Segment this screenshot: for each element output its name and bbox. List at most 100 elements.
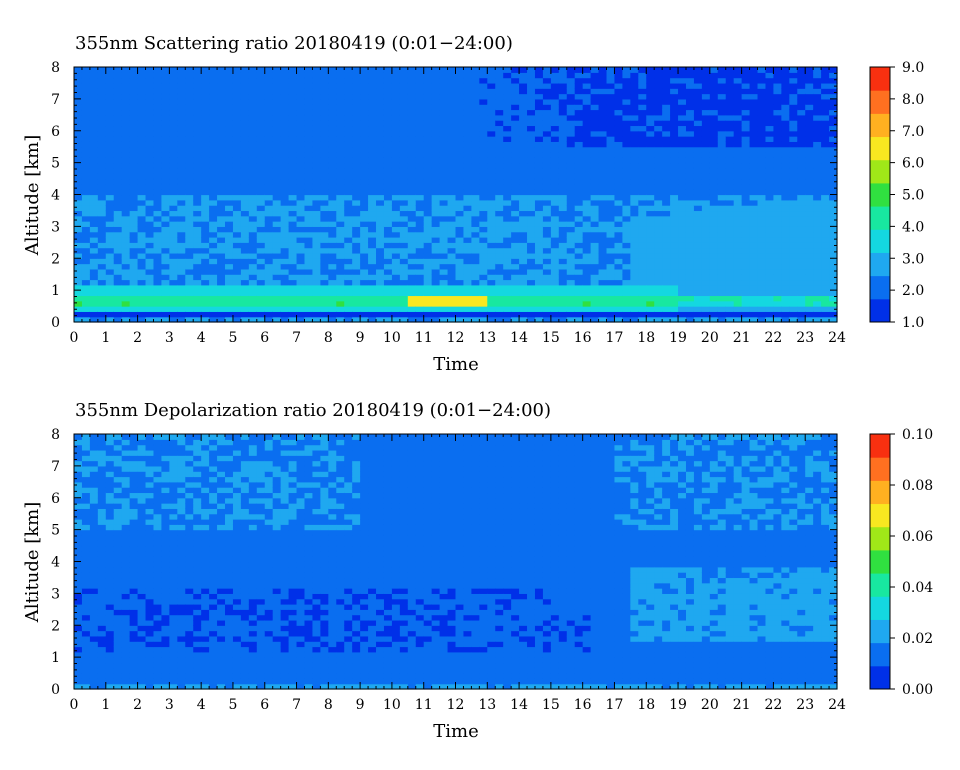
- heatmap-cell: [606, 284, 616, 291]
- heatmap-cell: [304, 167, 314, 174]
- heatmap-cell: [574, 67, 584, 73]
- heatmap-cell: [169, 215, 178, 222]
- heatmap-cell: [217, 290, 226, 297]
- heatmap-cell: [471, 93, 480, 100]
- heatmap-cell: [447, 268, 457, 275]
- heatmap-cell: [352, 242, 361, 249]
- heatmap-cell: [376, 104, 385, 111]
- heatmap-cell: [169, 77, 178, 84]
- heatmap-cell: [558, 72, 568, 79]
- heatmap-cell: [376, 199, 385, 206]
- heatmap-cell: [383, 178, 393, 185]
- heatmap-cell: [344, 114, 353, 121]
- heatmap-cell: [662, 178, 671, 185]
- heatmap-cell: [654, 199, 663, 206]
- heatmap-cell: [582, 146, 592, 153]
- heatmap-cell: [137, 306, 147, 312]
- heatmap-cell: [240, 109, 250, 116]
- heatmap-cell: [399, 183, 409, 190]
- heatmap-cell: [320, 120, 329, 127]
- heatmap-cell: [662, 263, 671, 270]
- heatmap-cell: [534, 226, 544, 233]
- heatmap-cell: [217, 72, 226, 79]
- heatmap-cell: [693, 284, 703, 291]
- heatmap-cell: [256, 67, 266, 73]
- heatmap-cell: [821, 194, 830, 201]
- heatmap-cell: [527, 104, 536, 111]
- heatmap-cell: [741, 82, 751, 89]
- heatmap-cell: [193, 252, 202, 259]
- heatmap-cell: [813, 167, 822, 174]
- heatmap-cell: [161, 178, 170, 185]
- heatmap-cell: [89, 247, 99, 254]
- heatmap-cell: [161, 104, 170, 111]
- heatmap-cell: [471, 316, 480, 323]
- heatmap-cell: [264, 279, 274, 286]
- heatmap-cell: [312, 252, 321, 259]
- heatmap-cell: [534, 125, 544, 132]
- heatmap-cell: [598, 242, 608, 249]
- heatmap-cell: [423, 162, 433, 169]
- heatmap-cell: [582, 258, 592, 265]
- heatmap-cell: [74, 237, 83, 243]
- heatmap-cell: [733, 205, 743, 212]
- heatmap-cell: [161, 279, 170, 286]
- heatmap-cell: [280, 136, 290, 142]
- heatmap-cell: [614, 141, 624, 148]
- heatmap-cell: [272, 114, 282, 121]
- heatmap-cell: [129, 120, 139, 127]
- heatmap-cell: [670, 157, 679, 164]
- heatmap-cell: [511, 295, 520, 302]
- heatmap-cell: [455, 120, 465, 127]
- heatmap-cell: [511, 104, 520, 111]
- heatmap-cell: [487, 300, 496, 307]
- heatmap-cell: [606, 146, 616, 153]
- heatmap-cell: [74, 519, 83, 525]
- heatmap-cell: [757, 82, 767, 89]
- heatmap-cell: [455, 284, 465, 291]
- heatmap-cell: [185, 215, 194, 222]
- heatmap-cell: [685, 295, 695, 302]
- heatmap-cell: [693, 231, 703, 238]
- heatmap-cell: [225, 98, 234, 105]
- heatmap-cell: [185, 284, 194, 291]
- heatmap-cell: [646, 284, 655, 291]
- heatmap-cell: [81, 98, 91, 105]
- heatmap-cell: [161, 157, 170, 164]
- heatmap-cell: [495, 199, 504, 206]
- heatmap-cell: [789, 210, 798, 217]
- heatmap-cell: [654, 125, 663, 132]
- heatmap-cell: [352, 72, 361, 79]
- heatmap-cell: [463, 189, 472, 196]
- heatmap-cell: [280, 316, 290, 323]
- heatmap-cell: [749, 300, 759, 307]
- heatmap-cell: [74, 199, 83, 206]
- heatmap-cell: [789, 136, 798, 142]
- heatmap-cell: [717, 210, 727, 217]
- heatmap-cell: [201, 263, 210, 270]
- heatmap-cell: [423, 67, 433, 73]
- heatmap-cell: [582, 162, 592, 169]
- heatmap-cell: [89, 316, 99, 323]
- heatmap-cell: [813, 247, 822, 254]
- heatmap-cell: [383, 210, 393, 217]
- heatmap-cell: [701, 194, 711, 201]
- heatmap-cell: [312, 199, 321, 206]
- heatmap-cell: [232, 247, 242, 254]
- heatmap-cell: [725, 306, 735, 312]
- heatmap-cell: [463, 88, 472, 95]
- heatmap-cell: [336, 237, 345, 243]
- heatmap-cell: [463, 226, 472, 233]
- heatmap-cell: [209, 295, 218, 302]
- heatmap-cell: [566, 242, 576, 249]
- heatmap-cell: [105, 189, 115, 196]
- heatmap-cell: [725, 316, 735, 323]
- heatmap-cell: [352, 130, 361, 137]
- heatmap-cell: [320, 82, 329, 89]
- heatmap-cell: [542, 194, 552, 201]
- heatmap-cell: [566, 194, 576, 201]
- heatmap-cell: [693, 290, 703, 297]
- heatmap-cell: [248, 104, 258, 111]
- heatmap-cell: [74, 614, 83, 621]
- heatmap-cell: [217, 226, 226, 233]
